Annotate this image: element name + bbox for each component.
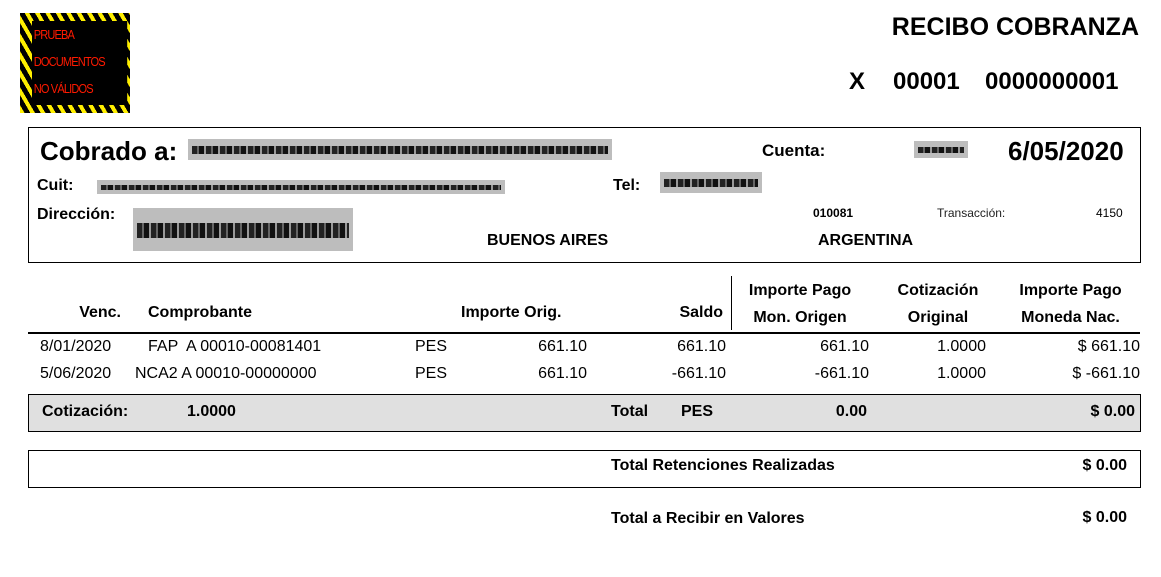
cell-moneda: PES [415, 338, 448, 355]
retenciones-label: Total Retenciones Realizadas [611, 457, 835, 474]
cell-comprobante: FAP A 00010-00081401 [148, 338, 322, 355]
cuit-label: Cuit: [37, 177, 74, 194]
stamp-line: PRUEBA [33, 27, 75, 42]
point-of-sale: 00001 [893, 68, 960, 95]
total-origen: 0.00 [835, 403, 867, 420]
cell-moneda: PES [415, 365, 448, 382]
country: ARGENTINA [818, 232, 914, 249]
cell-cotizacion: 1.0000 [937, 365, 986, 382]
stamp-line: DOCUMENTOS [33, 54, 106, 69]
direccion-label: Dirección: [37, 206, 116, 223]
total-label: Total [611, 403, 649, 420]
total-nac: $ 0.00 [1090, 403, 1135, 420]
receipt-date: 6/05/2020 [1008, 136, 1124, 166]
header-venc: Venc. [79, 304, 121, 321]
cell-pago-origen: 661.10 [820, 338, 869, 355]
header-comprobante: Comprobante [148, 304, 252, 321]
header-saldo: Saldo [679, 304, 723, 321]
document-number: 0000000001 [985, 68, 1119, 95]
redacted-cuit [97, 180, 505, 194]
header-importe-orig: Importe Orig. [461, 304, 562, 321]
cuenta-label: Cuenta: [762, 141, 826, 160]
header-pago-nac-2: Moneda Nac. [1021, 309, 1120, 326]
tel-label: Tel: [613, 177, 641, 194]
cell-venc: 8/01/2020 [40, 338, 112, 355]
cell-pago-origen: -661.10 [814, 365, 869, 382]
cell-importe-orig: 661.10 [538, 365, 587, 382]
redacted-client-name [188, 139, 612, 160]
cell-pago-nac: $ 661.10 [1077, 338, 1140, 355]
redacted-phone [660, 172, 762, 193]
province: BUENOS AIRES [487, 232, 609, 249]
test-document-stamp: PRUEBA DOCUMENTOS NO VÁLIDOS [20, 13, 130, 113]
header-cotizacion-1: Cotización [897, 282, 979, 299]
redacted-account [914, 141, 968, 158]
cell-venc: 5/06/2020 [40, 365, 112, 382]
document-letter: X [849, 68, 866, 95]
recibir-label: Total a Recibir en Valores [611, 510, 805, 527]
header-pago-origen-2: Mon. Origen [753, 309, 847, 326]
cell-pago-nac: $ -661.10 [1072, 365, 1140, 382]
cobrado-label: Cobrado a: [40, 136, 178, 166]
stamp-line: NO VÁLIDOS [33, 81, 94, 96]
redacted-address [133, 208, 353, 251]
recibir-value: $ 0.00 [1082, 509, 1127, 526]
header-pago-nac-1: Importe Pago [1019, 282, 1122, 299]
header-cotizacion-2: Original [907, 309, 969, 326]
cotizacion-value: 1.0000 [187, 403, 236, 420]
cotizacion-label: Cotización: [42, 403, 129, 420]
cell-cotizacion: 1.0000 [937, 338, 986, 355]
column-divider [731, 276, 732, 330]
cell-comprobante: NCA2 A 00010-00000000 [135, 365, 317, 382]
transaccion-label: Transacción: [937, 206, 1006, 220]
cell-saldo: -661.10 [671, 365, 726, 382]
document-title: RECIBO COBRANZA [891, 13, 1139, 41]
cell-saldo: 661.10 [677, 338, 726, 355]
header-pago-origen-1: Importe Pago [748, 282, 852, 299]
total-currency: PES [681, 403, 714, 420]
totals-bar [28, 394, 1141, 432]
retenciones-value: $ 0.00 [1082, 457, 1127, 474]
header-underline [28, 332, 1140, 334]
retenciones-box [28, 450, 1141, 488]
transaccion-value: 4150 [1096, 206, 1123, 220]
client-box [28, 127, 1141, 263]
postal-code: 010081 [813, 206, 854, 220]
cell-importe-orig: 661.10 [538, 338, 587, 355]
